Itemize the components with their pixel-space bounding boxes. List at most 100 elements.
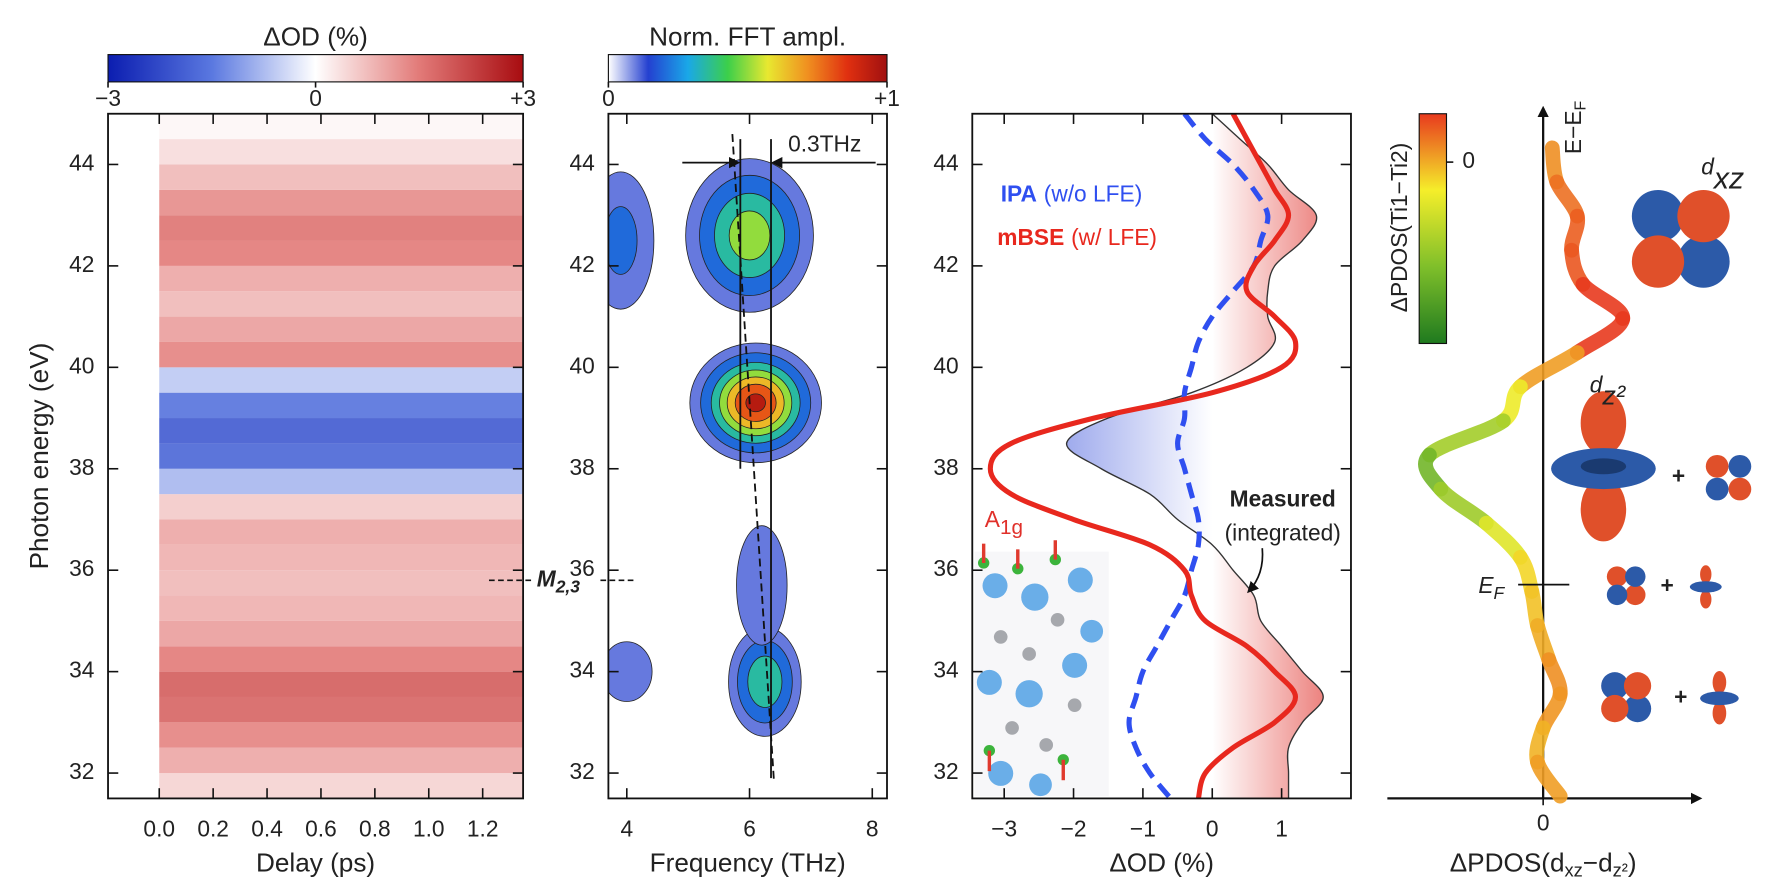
text-part: z² <box>1613 860 1628 881</box>
pdos-segment <box>1433 481 1494 531</box>
colorbar-tick-label: 0 <box>1462 147 1475 173</box>
y-tick-label: 40 <box>933 352 958 378</box>
x-tick-label: −2 <box>1061 815 1087 841</box>
pdos-segment <box>1422 413 1511 463</box>
heatmap-row <box>159 696 524 723</box>
edge-label: M2,3 <box>537 565 581 596</box>
x-tick-label: 4 <box>620 815 633 841</box>
measured-fill <box>1066 113 1324 799</box>
y-tick-label: 42 <box>933 251 958 277</box>
contour-level <box>728 210 771 261</box>
pdos-segment <box>1569 311 1631 360</box>
x-tick-label: 8 <box>866 815 879 841</box>
y-tick-label: 40 <box>69 352 94 378</box>
text-part: xz <box>1565 860 1583 881</box>
heatmap-row <box>159 646 524 672</box>
y-tick-label: 42 <box>69 251 94 277</box>
contour-level <box>747 655 783 708</box>
text-part: −d <box>1583 847 1613 877</box>
legend-note: (w/ LFE) <box>1071 224 1157 250</box>
orbital-icons <box>1551 189 1752 725</box>
y-tick-label: 34 <box>69 657 94 683</box>
measured-note: (integrated) <box>1225 520 1341 546</box>
legend-entry: mBSE (w/ LFE) <box>997 224 1157 250</box>
heatmap-row <box>159 139 524 165</box>
legend-note: (w/o LFE) <box>1044 181 1143 207</box>
y-tick-label: 44 <box>569 149 594 175</box>
x-axis-label: Delay (ps) <box>256 847 375 877</box>
heatmap-row <box>159 418 524 444</box>
x-tick-label: −3 <box>991 815 1017 841</box>
colorbar-tick-label: 0 <box>602 85 615 111</box>
plot-frame <box>107 112 525 800</box>
series-line <box>987 113 1299 799</box>
series-line <box>1065 113 1324 799</box>
heatmap-row <box>159 316 524 342</box>
x-axis-label: ΔOD (%) <box>1109 847 1214 877</box>
text-part: xz <box>1712 162 1744 195</box>
text-part: A <box>985 506 1001 532</box>
colorbar-tick-label: +1 <box>874 85 900 111</box>
heatmap-row <box>159 747 524 774</box>
heatmap-row <box>159 215 524 241</box>
crystal-inset <box>974 540 1109 797</box>
heatmap-row <box>159 265 524 292</box>
text-part: d <box>1701 153 1715 179</box>
y-tick-label: 32 <box>69 758 94 784</box>
contour-level <box>608 206 638 275</box>
text-part: F <box>1494 583 1506 603</box>
plot-area <box>987 113 1324 799</box>
text-part: 1g <box>1000 517 1023 540</box>
heatmap-row <box>159 570 524 596</box>
y-tick-label: 32 <box>933 758 958 784</box>
text-part: ΔPDOS(d <box>1450 847 1565 877</box>
heatmap-row <box>159 494 524 520</box>
colorbar <box>1418 113 1448 345</box>
y-tick-label: 44 <box>69 149 94 175</box>
x-tick-label: 0.2 <box>197 815 229 841</box>
plot-frame <box>971 112 1352 800</box>
annotation-arrow <box>1247 548 1264 594</box>
text-part: E <box>1478 572 1494 598</box>
colorbar-tick-label: −3 <box>95 85 121 111</box>
pdos-segment <box>1530 754 1568 804</box>
legend-entry: IPA (w/o LFE) <box>1001 181 1143 207</box>
y-tick-label: 42 <box>569 251 594 277</box>
heatmap-row <box>159 367 524 393</box>
heatmap-row <box>159 468 524 495</box>
plus-sign: + <box>1674 683 1687 709</box>
heatmap-row <box>159 164 524 190</box>
x-tick-label: 0.0 <box>143 815 175 841</box>
heatmap-row <box>159 443 524 469</box>
text-part: F <box>1573 100 1590 110</box>
colorbar <box>107 54 524 83</box>
x-axis-label: Frequency (THz) <box>650 847 846 877</box>
colorbar-title: Norm. FFT ampl. <box>649 22 846 52</box>
x-tick-label: 0 <box>1537 810 1550 836</box>
x-tick-label: 1.0 <box>413 815 445 841</box>
x-tick-label: 0.8 <box>359 815 391 841</box>
x-axis-label: ΔPDOS(dxz−dz²) <box>1450 847 1637 880</box>
y-tick-label: 38 <box>69 454 94 480</box>
x-tick-label: 0.6 <box>305 815 337 841</box>
x-tick-label: 6 <box>743 815 756 841</box>
series-line <box>1126 113 1271 799</box>
y-axis-label: E−EF <box>1560 100 1590 154</box>
heatmap-row <box>159 773 524 799</box>
heatmap-row <box>159 113 524 140</box>
y-tick-label: 44 <box>933 149 958 175</box>
plot-area <box>608 158 822 737</box>
legend-name: IPA <box>1001 181 1037 207</box>
x-tick-label: 1 <box>1275 815 1288 841</box>
text-part: z² <box>1601 381 1626 411</box>
text-part: 2,3 <box>555 576 581 596</box>
heatmap-row <box>159 671 524 697</box>
y-tick-label: 34 <box>933 657 958 683</box>
y-tick-label: 34 <box>569 657 594 683</box>
y-tick-label: 36 <box>933 555 958 581</box>
y-tick-label: 40 <box>569 352 594 378</box>
text-part: d <box>1590 372 1604 398</box>
orbital-label: dxz <box>1701 153 1744 195</box>
